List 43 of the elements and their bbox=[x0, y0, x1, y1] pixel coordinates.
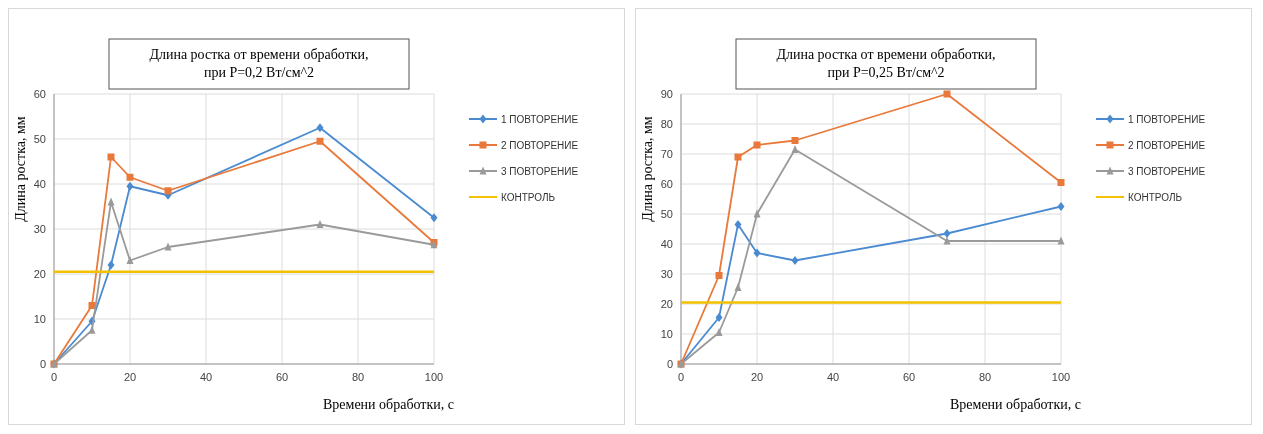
x-tick-label: 100 bbox=[1051, 371, 1071, 383]
x-tick-label: 40 bbox=[826, 371, 840, 383]
x-tick-label: 20 bbox=[750, 371, 764, 383]
legend-label: 2 ПОВТОРЕНИЕ bbox=[1128, 140, 1206, 151]
x-tick-label: 100 bbox=[424, 371, 444, 383]
x-tick-label: 60 bbox=[902, 371, 916, 383]
x-axis-title: Времени обработки, с bbox=[322, 397, 454, 412]
chart-title: Длина ростка от времени обработки, при P=0,25 Вт/см^2 bbox=[776, 47, 996, 80]
legend-label: КОНТРОЛЬ bbox=[1128, 192, 1183, 203]
x-tick-label: 60 bbox=[275, 371, 289, 383]
y-axis-title: Длина ростка, мм bbox=[640, 116, 655, 222]
legend-label: 3 ПОВТОРЕНИЕ bbox=[1128, 166, 1206, 177]
y-tick-label: 60 bbox=[660, 178, 673, 190]
y-tick-label: 50 bbox=[33, 133, 46, 145]
legend-label: 1 ПОВТОРЕНИЕ bbox=[1128, 114, 1206, 125]
y-tick-label: 40 bbox=[33, 178, 46, 190]
legend-label: 2 ПОВТОРЕНИЕ bbox=[501, 140, 579, 151]
chart-title: Длина ростка от времени обработки, при P=0,2 Вт/см^2 bbox=[149, 47, 369, 80]
y-tick-label: 0 bbox=[39, 358, 46, 370]
y-tick-label: 0 bbox=[666, 358, 673, 370]
legend-label: 3 ПОВТОРЕНИЕ bbox=[501, 166, 579, 177]
y-tick-label: 10 bbox=[660, 328, 673, 340]
y-tick-label: 30 bbox=[660, 268, 673, 280]
y-tick-label: 30 bbox=[33, 223, 46, 235]
y-tick-label: 20 bbox=[33, 268, 46, 280]
y-tick-label: 40 bbox=[660, 238, 673, 250]
x-tick-label: 20 bbox=[123, 371, 137, 383]
x-tick-label: 80 bbox=[978, 371, 992, 383]
x-tick-label: 40 bbox=[199, 371, 213, 383]
y-tick-label: 80 bbox=[660, 118, 673, 130]
x-tick-label: 0 bbox=[50, 371, 58, 383]
legend-label: 1 ПОВТОРЕНИЕ bbox=[501, 114, 579, 125]
y-tick-label: 90 bbox=[660, 88, 673, 100]
x-tick-label: 0 bbox=[677, 371, 685, 383]
x-tick-label: 80 bbox=[351, 371, 365, 383]
y-tick-label: 70 bbox=[660, 148, 673, 160]
y-tick-label: 50 bbox=[660, 208, 673, 220]
y-tick-label: 60 bbox=[33, 88, 46, 100]
x-axis-title: Времени обработки, с bbox=[949, 397, 1081, 412]
y-tick-label: 20 bbox=[660, 298, 673, 310]
y-tick-label: 10 bbox=[33, 313, 46, 325]
y-axis-title: Длина ростка, мм bbox=[13, 116, 28, 222]
legend-label: КОНТРОЛЬ bbox=[501, 192, 556, 203]
